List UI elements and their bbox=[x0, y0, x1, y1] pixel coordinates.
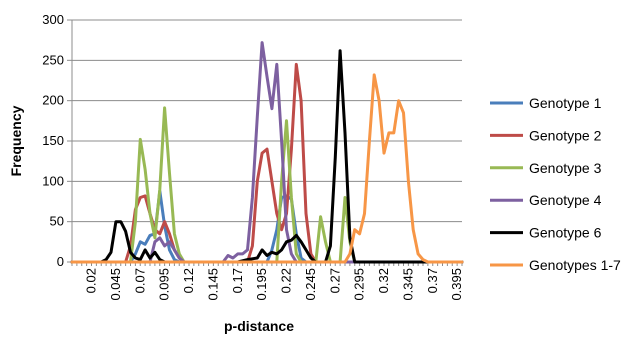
x-tick-label: 0.195 bbox=[254, 268, 269, 301]
x-tick-label: 0.095 bbox=[157, 268, 172, 301]
x-axis-ticks: 0.02 0.045 0.07 0.095 0.12 0.145 0.17 0.195 0.22… bbox=[71, 262, 464, 301]
legend-label: Genotype 1 bbox=[529, 95, 602, 111]
x-tick-label: 0.32 bbox=[376, 268, 391, 293]
legend-label: Genotype 2 bbox=[529, 127, 602, 143]
y-axis-ticks: 0 50 100 150 200 250 300 bbox=[42, 12, 72, 269]
x-tick-label: 0.22 bbox=[279, 268, 294, 293]
y-axis-title: Frequency bbox=[8, 105, 24, 176]
legend-label: Genotype 4 bbox=[529, 192, 602, 208]
x-tick-label: 0.295 bbox=[352, 268, 367, 301]
x-tick-label: 0.02 bbox=[84, 268, 99, 293]
x-tick-label: 0.145 bbox=[205, 268, 220, 301]
y-tick-label: 150 bbox=[42, 133, 64, 148]
x-tick-label: 0.07 bbox=[132, 268, 147, 293]
series-line-6 bbox=[70, 73, 464, 264]
y-tick-label: 250 bbox=[42, 52, 64, 67]
x-axis-title: p-distance bbox=[224, 318, 294, 334]
y-tick-label: 50 bbox=[50, 214, 64, 229]
legend: Genotype 1 Genotype 2 Genotype 3 Genotype 4… bbox=[490, 95, 621, 273]
x-tick-label: 0.17 bbox=[230, 268, 245, 293]
series-line-2 bbox=[70, 62, 464, 264]
series-line-5 bbox=[70, 49, 464, 264]
y-tick-label: 200 bbox=[42, 93, 64, 108]
legend-label: Genotypes 1-7 bbox=[529, 257, 621, 273]
x-tick-label: 0.245 bbox=[303, 268, 318, 301]
y-tick-label: 300 bbox=[42, 12, 64, 27]
legend-label: Genotype 3 bbox=[529, 160, 602, 176]
x-tick-label: 0.12 bbox=[181, 268, 196, 293]
x-tick-label: 0.27 bbox=[327, 268, 342, 293]
legend-label: Genotype 6 bbox=[529, 225, 602, 241]
x-tick-label: 0.045 bbox=[108, 268, 123, 301]
x-tick-label: 0.345 bbox=[400, 268, 415, 301]
x-tick-label: 0.37 bbox=[425, 268, 440, 293]
y-tick-label: 100 bbox=[42, 173, 64, 188]
y-tick-label: 0 bbox=[57, 254, 64, 269]
x-tick-label: 0.395 bbox=[449, 268, 464, 301]
series-lines bbox=[70, 41, 464, 264]
series-line-4 bbox=[70, 41, 464, 264]
